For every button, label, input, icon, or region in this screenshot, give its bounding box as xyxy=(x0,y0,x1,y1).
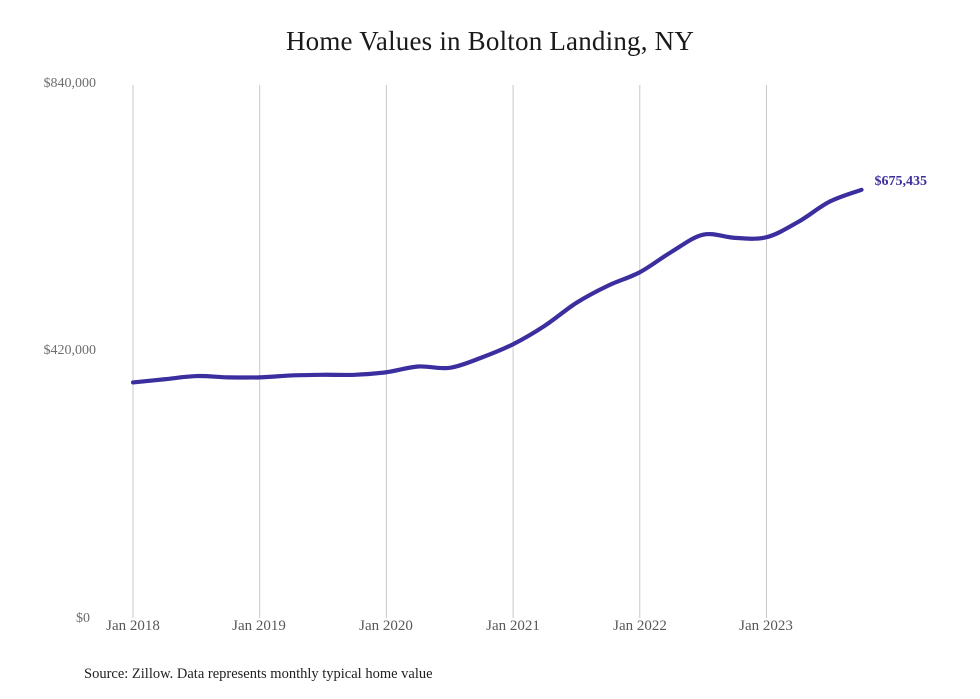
gridlines xyxy=(132,85,767,618)
x-axis-tick-label-jan-2023: Jan 2023 xyxy=(739,618,793,634)
y-axis-tick-label-0: $0 xyxy=(76,611,90,626)
x-axis-tick-label-jan-2022: Jan 2022 xyxy=(613,618,667,634)
x-axis-tick-label-jan-2020: Jan 2020 xyxy=(359,618,413,634)
x-axis-tick-label-jan-2021: Jan 2021 xyxy=(486,618,540,634)
x-axis-tick-label-jan-2019: Jan 2019 xyxy=(232,618,286,634)
chart-title: Home Values in Bolton Landing, NY xyxy=(285,26,695,56)
data-line-typical-home-value xyxy=(130,187,864,385)
x-axis-tick-label-jan-2018: Jan 2018 xyxy=(106,618,160,634)
y-axis-tick-label-420000: $420,000 xyxy=(43,343,97,358)
source-note: Source: Zillow. Data represents monthly … xyxy=(84,666,433,682)
end-value-annotation: $675,435 xyxy=(874,173,928,189)
y-axis-tick-label-840000: $840,000 xyxy=(43,76,97,91)
